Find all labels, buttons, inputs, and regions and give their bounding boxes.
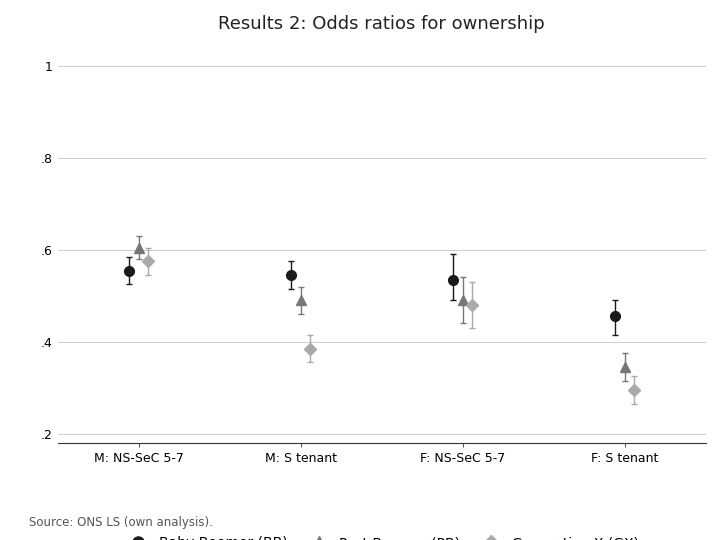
Legend: Baby Boomer (BB), Post Boomer (PB), Generation X (GX): Baby Boomer (BB), Post Boomer (PB), Gene… (119, 531, 644, 540)
Title: Results 2: Odds ratios for ownership: Results 2: Odds ratios for ownership (218, 15, 545, 33)
Text: Source: ONS LS (own analysis).: Source: ONS LS (own analysis). (29, 516, 212, 529)
